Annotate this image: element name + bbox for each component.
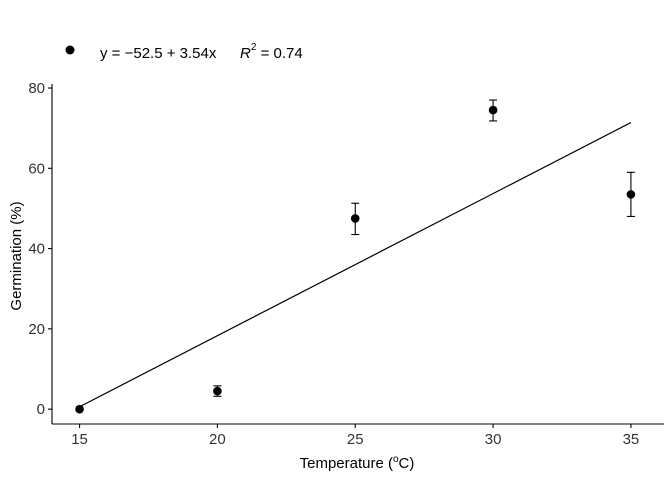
data-point: [350, 214, 360, 223]
x-axis-title-sup: o: [393, 454, 399, 465]
x-tick-label: 35: [623, 431, 640, 448]
x-tick-label: 15: [71, 431, 88, 448]
data-point: [488, 105, 498, 115]
x-axis-title: Temperature (oC): [300, 454, 415, 472]
legend-r2: R2 = 0.74: [240, 42, 303, 62]
y-tick-label: 40: [28, 241, 45, 258]
legend-r2-exponent: 2: [251, 42, 257, 53]
points-layer: [75, 99, 636, 414]
x-axis-title-prefix: Temperature (: [300, 455, 393, 472]
data-point: [75, 404, 84, 414]
y-axis-title: Germination (%): [8, 201, 25, 310]
y-tick-label: 20: [28, 321, 45, 338]
legend-equation: y = −52.5 + 3.54x: [100, 45, 217, 62]
axes: 15 20 25 30 35 0 20 40 60 80: [28, 80, 664, 448]
legend-r2-value: = 0.74: [256, 45, 302, 62]
fit-line: [79, 122, 632, 408]
y-tick-label: 80: [28, 80, 45, 97]
legend: y = −52.5 + 3.54x R2 = 0.74: [65, 42, 303, 62]
legend-r2-symbol: R: [240, 45, 251, 62]
data-point: [213, 386, 222, 396]
data-point: [626, 190, 636, 199]
y-tick-label: 0: [37, 401, 45, 418]
x-tick-label: 30: [485, 431, 502, 448]
y-tick-label: 60: [28, 160, 45, 177]
legend-marker: [65, 45, 75, 55]
fit-layer: [79, 122, 632, 408]
x-axis-title-suffix: C): [399, 455, 415, 472]
x-tick-label: 20: [209, 431, 226, 448]
x-tick-label: 25: [347, 431, 364, 448]
